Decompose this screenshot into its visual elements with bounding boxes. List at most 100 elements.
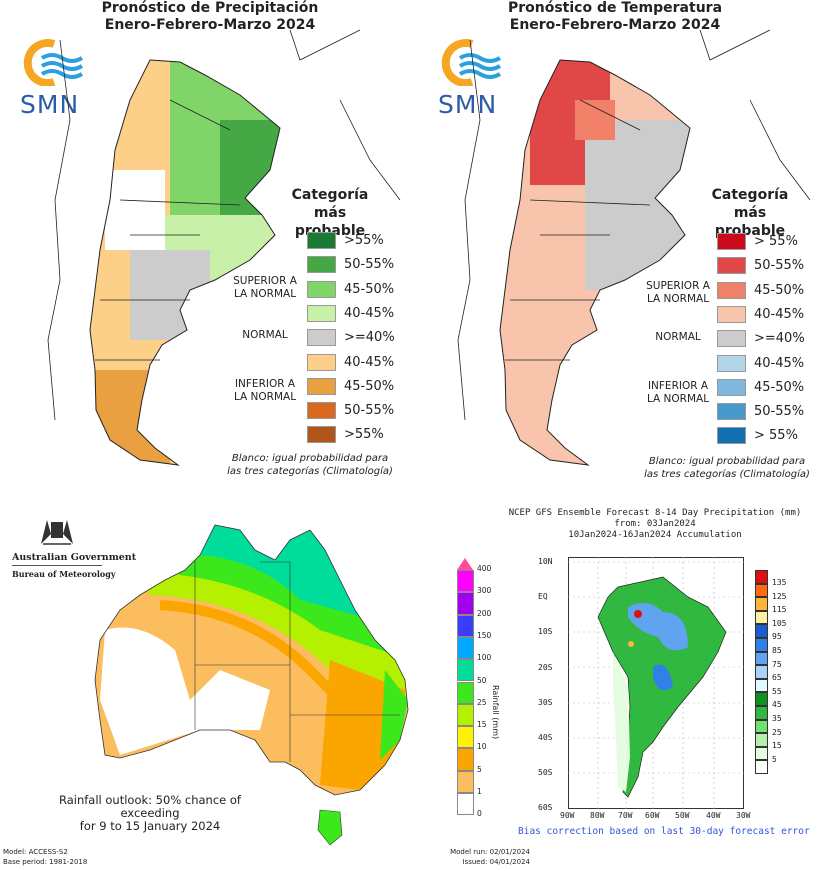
legend-label: 50-55%	[754, 404, 805, 420]
australian-government-logo: Australian Government Bureau of Meteorol…	[12, 514, 136, 579]
legend-swatch	[307, 377, 336, 395]
legend-swatch	[307, 329, 336, 347]
colorbar-tick: 35	[772, 714, 782, 723]
latitude-tick: 10N	[538, 557, 553, 566]
smn-logo-icon	[23, 39, 84, 87]
category-superior: SUPERIOR A LA NORMAL	[638, 280, 718, 306]
category-superior-line1: SUPERIOR A	[233, 275, 297, 287]
legend-label: >=40%	[754, 331, 805, 347]
legend-item: 50-55%	[307, 256, 395, 274]
legend-item: 40-45%	[307, 304, 395, 322]
legend-title-line1: Categoría más	[711, 187, 789, 221]
colorbar-tick: 75	[772, 659, 782, 669]
colorbar-max-arrow	[457, 558, 473, 570]
model-info: Model: ACCESS-S2 Base period: 1981-2018	[3, 847, 87, 867]
legend-label: >=40%	[344, 330, 395, 346]
colorbar-segment	[755, 610, 768, 625]
legend-swatch	[717, 233, 746, 250]
category-superior-line1: SUPERIOR A	[646, 280, 710, 292]
colorbar-tick: 135	[772, 578, 787, 587]
longitude-tick: 80W	[590, 811, 605, 820]
colorbar-segment	[755, 706, 768, 720]
colorbar-tick: 300	[477, 586, 492, 596]
coat-of-arms-icon	[41, 520, 73, 545]
colorbar-segment	[457, 770, 474, 793]
legend-swatch	[307, 402, 336, 420]
note-line1: Blanco: igual probabilidad para	[231, 453, 389, 464]
colorbar-segment	[755, 719, 768, 734]
colorbar-tick: 5	[477, 764, 482, 774]
latitude-tick: 30S	[538, 697, 553, 707]
colorbar-segment	[457, 681, 474, 704]
model-run-label: Model run: 02/01/2024	[450, 848, 530, 856]
legend-item: 45-50%	[717, 281, 804, 299]
colorbar-tick: 200	[477, 608, 492, 618]
colorbar-segment	[457, 614, 474, 637]
colorbar-tick: 1	[477, 787, 482, 796]
legend-label: 40-45%	[344, 354, 395, 370]
legend-item: > 55%	[717, 233, 798, 250]
smn-logo-icon	[441, 39, 502, 87]
precip-forecast-panel: Pronóstico de Precipitación Enero-Febrer…	[0, 0, 410, 490]
longitude-tick: 50W	[675, 811, 690, 820]
argentina-temp-map	[457, 29, 811, 466]
note-line1: Blanco: igual probabilidad para	[648, 456, 806, 467]
legend-label: 45-50%	[344, 281, 395, 297]
legend-label: >55%	[344, 427, 384, 443]
legend-label: > 55%	[754, 234, 798, 249]
precip-title: Pronóstico de Precipitación Enero-Febrer…	[60, 0, 360, 34]
colorbar-segment	[457, 592, 474, 615]
legend-item: 50-55%	[307, 402, 394, 420]
legend-label: 45-50%	[344, 378, 395, 394]
colorbar-tick: 15	[772, 741, 782, 751]
colorbar-tick: 5	[772, 754, 777, 764]
colorbar-segment	[457, 748, 474, 771]
temp-legend-title: Categoría más probable	[695, 186, 805, 240]
colorbar-segment	[755, 570, 768, 584]
temp-title-line1: Pronóstico de Temperatura	[507, 0, 723, 16]
legend-label: 50-55%	[344, 257, 395, 273]
category-normal: NORMAL	[242, 329, 288, 341]
base-period-label: Base period: 1981-2018	[3, 858, 88, 866]
colorbar-tick: 105	[772, 618, 787, 628]
category-inferior-line2: LA NORMAL	[646, 393, 710, 405]
colorbar-tick: 100	[477, 653, 492, 663]
legend-item: 45-50%	[307, 280, 395, 298]
longitude-tick: 40W	[706, 811, 721, 820]
legend-item: 50-55%	[717, 257, 805, 275]
legend-item: 50-55%	[717, 403, 805, 421]
longitude-tick: 30W	[736, 811, 751, 820]
category-inferior: INFERIOR A LA NORMAL	[225, 378, 305, 404]
legend-swatch	[307, 304, 336, 322]
colorbar-segment	[755, 746, 768, 761]
legend-label: 50-55%	[754, 258, 805, 274]
australia-rainfall-map	[94, 524, 409, 846]
colorbar-segment	[755, 624, 768, 638]
colorbar-segment	[457, 659, 474, 682]
colorbar-tick: 45	[772, 700, 782, 710]
legend-swatch	[307, 280, 336, 298]
category-inferior-line2: LA NORMAL	[233, 391, 297, 403]
colorbar-segment	[755, 638, 768, 652]
colorbar-segment	[755, 760, 768, 774]
temp-note: Blanco: igual probabilidad para las tres …	[632, 455, 820, 481]
ncep-title-line1: NCEP GFS Ensemble Forecast 8-14 Day Prec…	[508, 508, 802, 518]
legend-swatch	[717, 305, 746, 323]
legend-swatch	[307, 256, 336, 274]
latitude-tick: 20S	[538, 662, 553, 672]
note-line2: las tres categorías (Climatología)	[644, 469, 810, 480]
run-info: Model run: 02/01/2024 Issued: 04/01/2024	[440, 847, 530, 867]
colorbar-segment	[457, 726, 474, 749]
colorbar-tick: 10	[477, 742, 487, 752]
legend-item: 40-45%	[717, 305, 804, 323]
latitude-tick: 10S	[538, 627, 553, 637]
legend-label: 40-45%	[344, 305, 395, 321]
precip-note: Blanco: igual probabilidad para las tres …	[215, 452, 405, 478]
colorbar-tick: 0	[477, 809, 482, 819]
category-normal: NORMAL	[655, 331, 701, 343]
latitude-tick: 40S	[538, 733, 553, 742]
colorbar-tick: 115	[772, 605, 787, 615]
precip-title-line2: Enero-Febrero-Marzo 2024	[104, 17, 316, 33]
smn-logo: SMN	[438, 38, 508, 119]
category-inferior-line1: INFERIOR A	[647, 380, 709, 392]
